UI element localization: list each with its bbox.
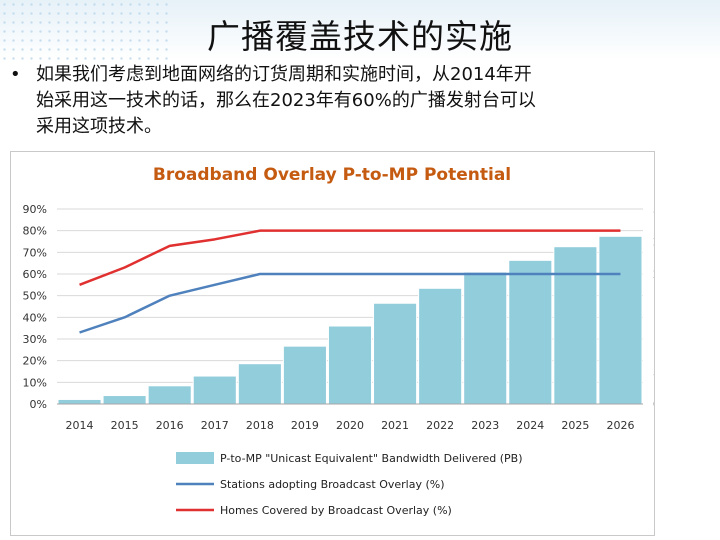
- x-axis-tick-label: 2019: [291, 419, 319, 432]
- stations-adopting-line: [79, 272, 621, 334]
- left-axis-tick-label: 10%: [23, 376, 47, 389]
- bullet-line-3: 采用这项技术。: [36, 116, 162, 137]
- x-axis-tick-label: 2018: [246, 419, 274, 432]
- bar: [508, 259, 553, 405]
- legend-label: Stations adopting Broadcast Overlay (%): [220, 478, 445, 491]
- left-axis-tick-label: 60%: [23, 268, 47, 281]
- header-dot-pattern: [0, 0, 170, 60]
- left-axis-tick-label: 80%: [23, 225, 47, 238]
- bar: [418, 287, 463, 405]
- bar: [147, 385, 192, 405]
- legend-label: P-to-MP "Unicast Equivalent" Bandwidth D…: [220, 452, 523, 465]
- x-axis-tick-label: 2014: [66, 419, 94, 432]
- right-axis-tick-label: 20,000: [653, 268, 654, 281]
- bar: [327, 325, 373, 405]
- left-axis-tick-label: 20%: [23, 355, 47, 368]
- legend-label: Homes Covered by Broadcast Overlay (%): [220, 504, 452, 517]
- left-axis-tick-label: 50%: [23, 290, 47, 303]
- x-axis-tick-label: 2023: [471, 419, 499, 432]
- left-axis-tick-label: 90%: [23, 203, 47, 216]
- bar: [598, 235, 643, 405]
- bar: [282, 345, 327, 405]
- bullet-line-2: 始采用这一技术的话，那么在2023年有60%的广播发射台可以: [36, 90, 536, 111]
- x-axis-tick-label: 2015: [111, 419, 139, 432]
- x-axis-tick-label: 2016: [156, 419, 184, 432]
- left-axis-tick-label: 70%: [23, 246, 47, 259]
- legend-layer: P-to-MP "Unicast Equivalent" Bandwidth D…: [176, 452, 523, 517]
- legend-swatch-bandwidth: [176, 452, 214, 464]
- bar: [57, 398, 102, 405]
- right-axis-tick-label: 25,000: [653, 236, 654, 249]
- right-axis-tick-label: 15,000: [653, 301, 654, 314]
- x-axis-tick-label: 2020: [336, 419, 364, 432]
- homes-covered-line: [79, 229, 621, 287]
- bullet-line-1: 如果我们考虑到地面网络的订货周期和实施时间，从2014年开: [36, 64, 532, 85]
- chart-title: Broadband Overlay P-to-MP Potential: [153, 165, 511, 185]
- x-axis-tick-label: 2026: [606, 419, 634, 432]
- x-axis-tick-label: 2021: [381, 419, 409, 432]
- bar: [553, 246, 598, 405]
- bullet-paragraph: • 如果我们考虑到地面网络的订货周期和实施时间，从2014年开 始采用这一技术的…: [10, 62, 700, 140]
- left-axis-tick-label: 40%: [23, 311, 47, 324]
- bullet-icon: •: [10, 64, 21, 85]
- right-axis-tick-label: 0: [653, 398, 654, 411]
- x-axis-tick-label: 2022: [426, 419, 454, 432]
- right-axis-tick-label: 30,000: [653, 203, 654, 216]
- x-axis-tick-label: 2024: [516, 419, 544, 432]
- bars-layer: [57, 235, 643, 405]
- right-axis-tick-label: 5,000: [653, 366, 654, 379]
- bar: [102, 395, 147, 405]
- right-axis-tick-label: 10,000: [653, 333, 654, 346]
- bar: [237, 363, 282, 405]
- slide-title: 广播覆盖技术的实施: [207, 17, 513, 56]
- x-axis-tick-label: 2025: [561, 419, 589, 432]
- bar: [463, 271, 508, 405]
- lines-layer: [79, 229, 621, 334]
- x-axis-tick-label: 2017: [201, 419, 229, 432]
- chart-frame: Broadband Overlay P-to-MP Potential 0% 10…: [10, 151, 655, 536]
- left-axis-tick-label: 0%: [30, 398, 47, 411]
- bar: [373, 302, 418, 405]
- axes-layer: 0% 10% 20% 30% 40% 50% 60% 70% 80% 90% 0 5,000 10,00…: [23, 203, 654, 432]
- bar: [192, 375, 237, 405]
- chart-svg: Broadband Overlay P-to-MP Potential 0% 10…: [23, 165, 654, 517]
- left-axis-tick-label: 30%: [23, 333, 47, 346]
